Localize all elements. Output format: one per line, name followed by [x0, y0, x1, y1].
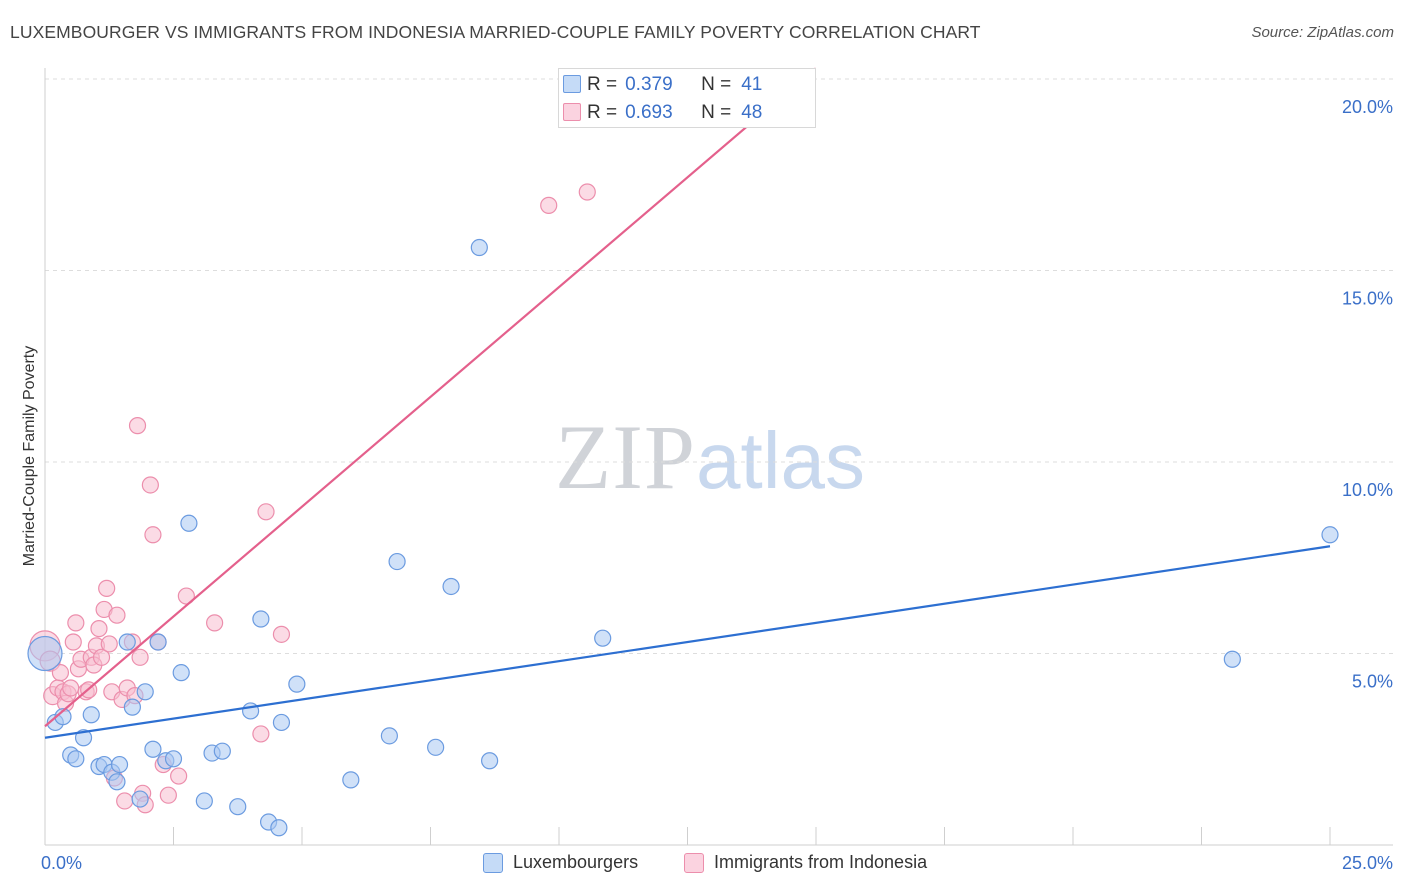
y-tick-label: 5.0% [1352, 672, 1393, 692]
legend-label-luxembourgers: Luxembourgers [513, 852, 639, 872]
luxembourger-point [213, 742, 231, 760]
legend-label-indonesia: Immigrants from Indonesia [714, 852, 928, 872]
y-tick-label: 20.0% [1342, 97, 1393, 117]
luxembourger-point [470, 238, 488, 257]
legend-n-label: N = [701, 74, 732, 95]
luxembourger-point [229, 798, 247, 816]
luxembourger-point [252, 610, 270, 628]
luxembourger-point [82, 706, 100, 724]
indonesia-point [92, 648, 111, 666]
luxembourger-point [144, 740, 162, 758]
luxembourger-point [594, 629, 612, 647]
tick-labels: 5.0% 10.0% 15.0% 20.0% 0.0% 25.0% [41, 97, 1393, 873]
legend-n-value: 48 [741, 102, 763, 123]
indonesia-point [98, 579, 116, 597]
luxembourger-point [149, 633, 167, 651]
legend-swatch-pink [563, 103, 581, 121]
luxembourger-point [136, 683, 154, 701]
luxembourger-point [1223, 650, 1241, 668]
indonesia-point [170, 767, 188, 785]
indonesia-point [108, 606, 126, 624]
indonesia-point [540, 196, 558, 214]
luxembourger-point [110, 755, 129, 774]
legend-swatch-blue [483, 852, 503, 873]
luxembourger-point [195, 792, 213, 810]
indonesia-point [128, 417, 147, 435]
legend-item-indonesia: Immigrants from Indonesia [684, 852, 927, 873]
indonesia-point [272, 625, 291, 643]
axes [44, 68, 1393, 846]
indonesia-point [51, 664, 70, 682]
legend-swatch-pink [684, 852, 704, 873]
indonesia-point [252, 725, 270, 743]
indonesia-point [144, 526, 162, 544]
luxembourger-point [180, 514, 198, 532]
luxembourger-point [118, 633, 136, 651]
luxembourger-point [131, 790, 149, 808]
source-note: Source: ZipAtlas.com [1251, 24, 1394, 41]
indonesia-trend-line [44, 116, 759, 728]
luxembourger-point [67, 750, 85, 768]
indonesia-point [177, 587, 195, 605]
indonesia-point [116, 792, 134, 810]
x-tick-label-min: 0.0% [41, 853, 82, 873]
luxembourger-point [288, 675, 306, 693]
luxembourger-point [442, 577, 460, 596]
legend-n-value: 41 [741, 74, 763, 95]
indonesia-point [159, 786, 177, 804]
luxembourger-point [74, 729, 93, 747]
indonesia-point [206, 614, 224, 632]
indonesia-point [578, 183, 596, 201]
y-tick-label: 15.0% [1342, 289, 1393, 309]
luxembourger-point [172, 664, 190, 682]
luxembourger-point [380, 727, 398, 745]
legend-swatch-blue [563, 75, 581, 93]
legend-r-value: 0.693 [625, 102, 673, 123]
indonesia-point [100, 635, 118, 653]
trend-lines [44, 66, 1331, 739]
chart-title: LUXEMBOURGER VS IMMIGRANTS FROM INDONESI… [10, 22, 981, 42]
luxembourger-point [388, 552, 406, 571]
luxembourger-point [427, 738, 445, 756]
luxembourger-point [164, 750, 183, 768]
indonesia-point [257, 503, 275, 521]
legend-item-luxembourgers: Luxembourgers [483, 852, 638, 873]
luxembourger-points [27, 238, 1339, 837]
legend-r-value: 0.379 [625, 74, 673, 95]
luxembourger-trend-line [44, 545, 1331, 739]
luxembourger-point [272, 713, 291, 732]
luxembourger-point [481, 752, 499, 770]
luxembourger-point [1321, 526, 1339, 544]
correlation-legend: R = 0.379 N = 41 R = 0.693 N = 48 [558, 68, 816, 128]
legend-row-luxembourgers: R = 0.379 N = 41 [563, 73, 763, 97]
indonesia-point [67, 614, 85, 632]
luxembourger-point [108, 773, 126, 791]
indonesia-point [131, 648, 149, 666]
luxembourger-point [342, 771, 360, 789]
indonesia-point [141, 476, 159, 494]
luxembourger-point [27, 635, 63, 672]
luxembourger-point [270, 819, 288, 837]
y-tick-label: 10.0% [1342, 480, 1393, 500]
indonesia-point [62, 679, 80, 697]
legend-r-label: R = [587, 74, 618, 95]
indonesia-point [64, 633, 82, 651]
indonesia-point [90, 620, 108, 638]
legend-n-label: N = [701, 102, 732, 123]
legend-row-indonesia: R = 0.693 N = 48 [563, 101, 763, 125]
legend-r-label: R = [587, 102, 618, 123]
x-tick-label-max: 25.0% [1342, 853, 1393, 873]
luxembourger-point [123, 698, 141, 716]
